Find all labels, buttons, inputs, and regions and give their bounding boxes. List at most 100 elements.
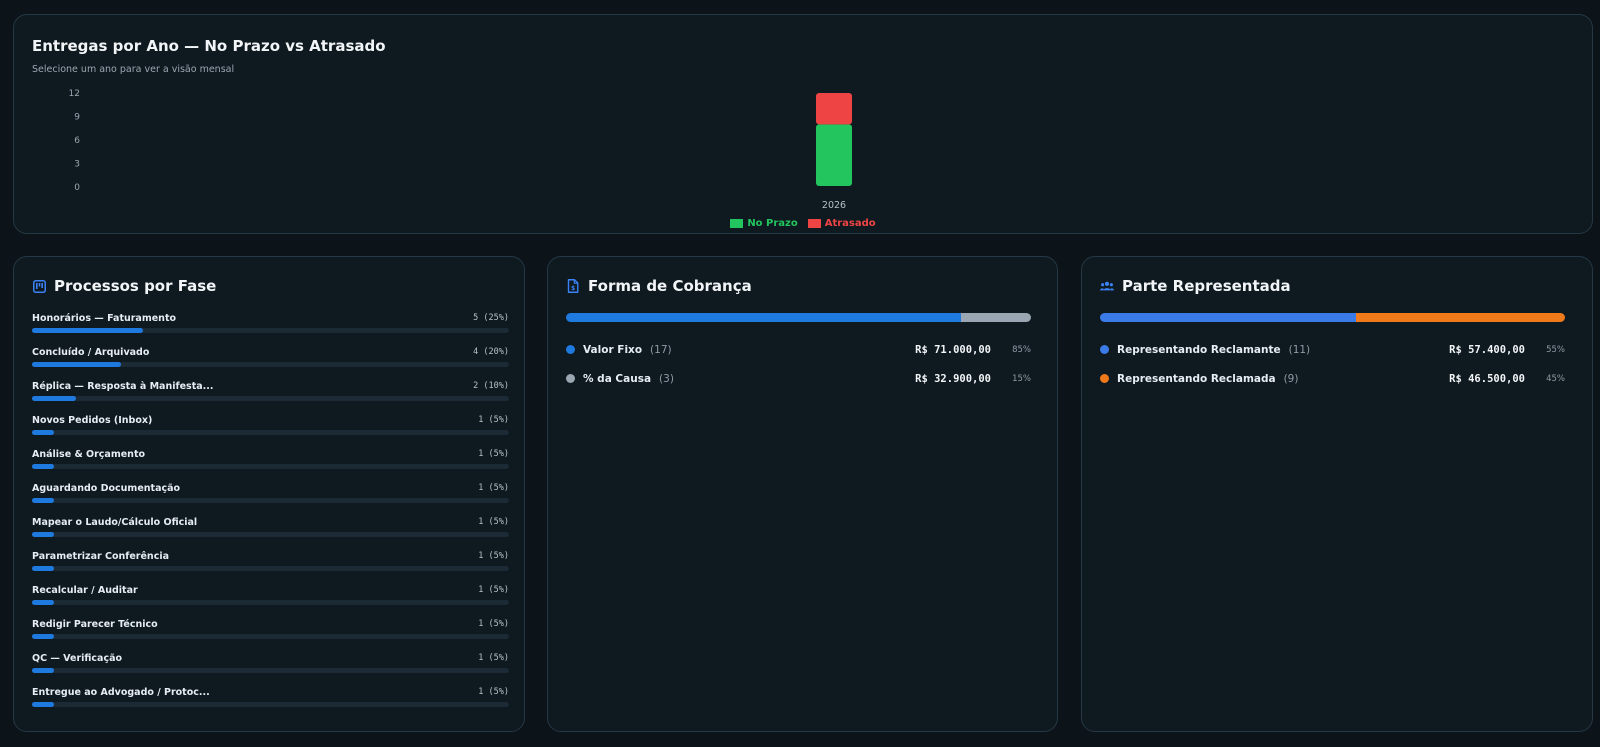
phase-progress-track — [32, 702, 509, 707]
phase-item[interactable]: Entregue ao Advogado / Protoc... 1 (5%) — [32, 685, 509, 719]
y-tick-label: 9 — [74, 113, 80, 123]
phase-progress-fill — [32, 532, 55, 537]
phase-progress-fill — [32, 430, 55, 435]
phase-label: Redigir Parecer Técnico — [32, 619, 158, 630]
phase-progress-track — [32, 600, 509, 605]
phase-item[interactable]: Recalcular / Auditar 1 (5%) — [32, 583, 509, 617]
phase-progress-track — [32, 634, 509, 639]
phase-label: Entregue ao Advogado / Protoc... — [32, 687, 210, 698]
y-tick-label: 0 — [74, 183, 80, 193]
document-icon: $ — [566, 279, 580, 293]
phase-progress-track — [32, 668, 509, 673]
party-row-count: (9) — [1283, 372, 1299, 385]
phase-progress-fill — [32, 328, 143, 333]
party-row-percent: 45% — [1546, 373, 1565, 384]
legend-item-atrasado[interactable]: Atrasado — [807, 218, 876, 229]
party-row[interactable]: Representando Reclamada (9) R$ 46.500,00 45… — [1100, 364, 1565, 393]
party-row-amount: R$ 57.400,00 — [1449, 343, 1525, 356]
deliveries-title: Entregas por Ano — No Prazo vs Atrasado — [32, 37, 386, 55]
party-row-label: Representando Reclamada — [1117, 372, 1276, 385]
phase-count: 1 (5%) — [478, 687, 509, 697]
phase-count: 4 (20%) — [473, 347, 509, 357]
legend-swatch-atrasado — [807, 219, 821, 228]
phase-list: Honorários — Faturamento 5 (25%) Concluído… — [32, 311, 509, 719]
deliveries-subtitle: Selecione um ano para ver a visão mensal — [32, 64, 235, 75]
deliveries-chart: 0 3 6 9 12 2026 — [69, 89, 852, 211]
phase-item[interactable]: Aguardando Documentação 1 (5%) — [32, 481, 509, 515]
billing-row[interactable]: % da Causa (3) R$ 32.900,00 15% — [566, 364, 1031, 393]
phase-item[interactable]: Concluído / Arquivado 4 (20%) — [32, 345, 509, 379]
phase-item[interactable]: Réplica — Resposta à Manifesta... 2 (10%) — [32, 379, 509, 413]
billing-row[interactable]: Valor Fixo (17) R$ 71.000,00 85% — [566, 335, 1031, 364]
party-card: Parte Representada Representando Reclama… — [1081, 256, 1593, 732]
chart-legend: No Prazo Atrasado — [14, 218, 1592, 229]
phase-item[interactable]: Parametrizar Conferência 1 (5%) — [32, 549, 509, 583]
phase-label: Recalcular / Auditar — [32, 585, 138, 596]
y-tick-label: 3 — [74, 160, 80, 170]
phase-progress-fill — [32, 668, 55, 673]
phase-progress-track — [32, 464, 509, 469]
legend-label-atrasado: Atrasado — [824, 218, 876, 229]
phase-progress-fill — [32, 498, 55, 503]
party-row-label: Representando Reclamante — [1117, 343, 1281, 356]
phase-item[interactable]: Mapear o Laudo/Cálculo Oficial 1 (5%) — [32, 515, 509, 549]
billing-row-count: (17) — [650, 343, 672, 356]
phase-progress-track — [32, 430, 509, 435]
bar-no-prazo[interactable] — [816, 124, 852, 186]
party-row-count: (11) — [1288, 343, 1311, 356]
phase-item[interactable]: QC — Verificação 1 (5%) — [32, 651, 509, 685]
party-row-amount: R$ 46.500,00 — [1449, 372, 1525, 385]
phase-label: Análise & Orçamento — [32, 449, 146, 460]
phase-item[interactable]: Honorários — Faturamento 5 (25%) — [32, 311, 509, 345]
phase-progress-track — [32, 532, 509, 537]
phases-title: Processos por Fase — [54, 277, 217, 295]
billing-row-percent: 15% — [1012, 373, 1031, 384]
phase-label: Novos Pedidos (Inbox) — [32, 415, 153, 426]
phase-label: QC — Verificação — [32, 653, 123, 664]
phase-progress-track — [32, 328, 509, 333]
billing-row-percent: 85% — [1012, 344, 1031, 355]
y-tick-label: 12 — [69, 89, 80, 99]
phase-progress-track — [32, 362, 509, 367]
legend-item-no-prazo[interactable]: No Prazo — [730, 218, 798, 229]
legend-label-no-prazo: No Prazo — [747, 218, 798, 229]
party-color-dot — [1100, 374, 1109, 383]
phase-count: 1 (5%) — [478, 415, 509, 425]
billing-rows: Valor Fixo (17) R$ 71.000,00 85% % da Causa (… — [566, 335, 1031, 393]
phase-count: 1 (5%) — [478, 551, 509, 561]
billing-split-segment — [566, 313, 962, 322]
party-row[interactable]: Representando Reclamante (11) R$ 57.400,00… — [1100, 335, 1565, 364]
party-rows: Representando Reclamante (11) R$ 57.400,00… — [1100, 335, 1565, 393]
phase-label: Concluído / Arquivado — [32, 347, 150, 358]
billing-row-amount: R$ 32.900,00 — [915, 372, 991, 385]
phase-label: Mapear o Laudo/Cálculo Oficial — [32, 517, 198, 528]
phase-item[interactable]: Análise & Orçamento 1 (5%) — [32, 447, 509, 481]
party-split-segment — [1100, 313, 1356, 322]
phases-header: Processos por Fase — [32, 277, 216, 295]
phase-label: Parametrizar Conferência — [32, 551, 169, 562]
phase-progress-fill — [32, 362, 121, 367]
legend-swatch-no-prazo — [730, 219, 744, 228]
phase-item[interactable]: Redigir Parecer Técnico 1 (5%) — [32, 617, 509, 651]
users-icon — [1100, 279, 1114, 293]
phase-label: Réplica — Resposta à Manifesta... — [32, 381, 214, 392]
billing-row-label: Valor Fixo — [583, 343, 643, 356]
billing-header: $ Forma de Cobrança — [566, 277, 752, 295]
phase-progress-fill — [32, 634, 55, 639]
bar-atrasado[interactable] — [816, 93, 852, 125]
billing-color-dot — [566, 374, 575, 383]
phase-count: 1 (5%) — [478, 619, 509, 629]
phase-item[interactable]: Novos Pedidos (Inbox) 1 (5%) — [32, 413, 509, 447]
party-split-segment — [1355, 313, 1565, 322]
phase-progress-track — [32, 396, 509, 401]
party-row-percent: 55% — [1546, 344, 1565, 355]
phase-progress-fill — [32, 600, 55, 605]
phase-count: 1 (5%) — [478, 585, 509, 595]
phase-count: 5 (25%) — [473, 313, 509, 323]
phase-progress-fill — [32, 566, 55, 571]
phases-card: Processos por Fase Honorários — Faturame… — [13, 256, 525, 732]
deliveries-chart-card: Entregas por Ano — No Prazo vs Atrasado … — [13, 14, 1593, 234]
svg-text:$: $ — [571, 285, 575, 292]
billing-row-amount: R$ 71.000,00 — [915, 343, 991, 356]
phase-label: Honorários — Faturamento — [32, 313, 177, 324]
